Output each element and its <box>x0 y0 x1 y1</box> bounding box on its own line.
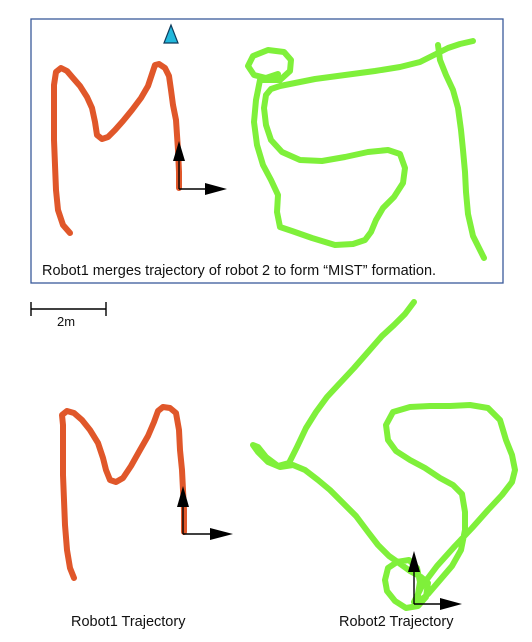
top-panel-frame <box>30 18 504 284</box>
bottom-robot2-trajectory <box>250 299 518 611</box>
robot2-trajectory-label: Robot2 Trajectory <box>339 614 454 630</box>
robot1-trajectory-label: Robot1 Trajectory <box>71 614 186 630</box>
top-coordinate-frame-icon <box>173 141 227 195</box>
bottom-robot2-coordinate-frame-icon <box>408 551 462 610</box>
top-robot2-stem <box>435 42 487 261</box>
top-panel-caption: Robot1 merges trajectory of robot 2 to f… <box>42 263 436 279</box>
scale-bar <box>30 302 107 316</box>
top-robot1-trajectory <box>51 61 182 236</box>
bottom-robot1-coordinate-frame-icon <box>177 486 233 540</box>
bottom-robot1-trajectory <box>59 404 187 581</box>
top-robot2-trajectory <box>245 38 476 248</box>
scale-bar-label: 2m <box>57 314 75 329</box>
triangle-marker-icon <box>163 23 179 44</box>
